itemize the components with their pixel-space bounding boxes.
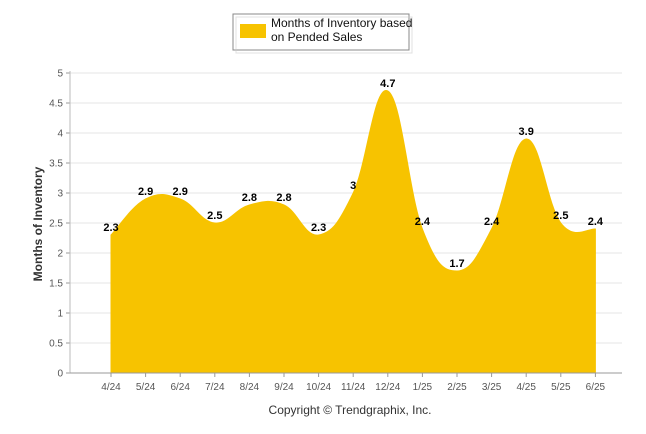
legend-label-line-1: Months of Inventory based — [271, 16, 412, 30]
data-label: 2.9 — [173, 186, 188, 198]
y-tick-label: 1.5 — [49, 279, 63, 290]
data-label: 3 — [350, 180, 356, 192]
y-tick-label: 3.5 — [49, 159, 63, 170]
x-tick-label: 5/24 — [136, 382, 156, 393]
data-label: 2.5 — [553, 210, 568, 222]
y-axis-title: Months of Inventory — [31, 166, 45, 281]
y-tick-label: 2 — [57, 249, 63, 260]
x-tick-label: 10/24 — [306, 382, 331, 393]
y-tick-label: 4.5 — [49, 99, 63, 110]
data-label: 2.4 — [484, 216, 500, 228]
x-axis-ticks: 4/24 5/24 6/24 7/24 8/24 9/24 10/24 11/24 12/24 1… — [101, 373, 606, 393]
x-tick-label: 7/24 — [205, 382, 225, 393]
y-tick-label: 2.5 — [49, 219, 63, 230]
legend: Months of Inventory based on Pended Sale… — [232, 13, 413, 54]
axes — [69, 71, 622, 374]
y-axis-ticks: 0 0.5 1 1.5 2 2.5 3 3.5 4 4.5 5 — [49, 69, 70, 380]
area-series — [110, 90, 596, 374]
x-tick-label: 12/24 — [375, 382, 400, 393]
legend-swatch — [240, 24, 266, 38]
x-tick-label: 6/25 — [586, 382, 606, 393]
data-label: 2.9 — [138, 186, 153, 198]
data-label: 2.5 — [207, 210, 222, 222]
data-label: 2.4 — [588, 216, 604, 228]
data-label: 2.8 — [276, 192, 291, 204]
data-label: 3.9 — [519, 126, 534, 138]
y-tick-label: 5 — [57, 69, 63, 80]
data-label: 4.7 — [380, 78, 395, 90]
x-tick-label: 6/24 — [170, 382, 190, 393]
y-tick-label: 0 — [57, 369, 63, 380]
x-tick-label: 4/25 — [516, 382, 536, 393]
y-tick-label: 0.5 — [49, 339, 63, 350]
data-label: 1.7 — [449, 258, 464, 270]
y-tick-label: 1 — [57, 309, 63, 320]
x-tick-label: 9/24 — [274, 382, 294, 393]
x-tick-label: 5/25 — [551, 382, 571, 393]
copyright-footer: Copyright © Trendgraphix, Inc. — [269, 403, 432, 417]
legend-label-line-2: on Pended Sales — [271, 30, 362, 44]
legend-shadow — [235, 16, 413, 54]
data-label: 2.3 — [103, 222, 118, 234]
y-tick-label: 4 — [57, 129, 63, 140]
data-labels: 2.3 2.9 2.9 2.5 2.8 2.8 2.3 3 4.7 2.4 1.7 2.4 3.9 2.5… — [103, 78, 604, 270]
x-tick-label: 11/24 — [341, 382, 366, 393]
x-tick-label: 4/24 — [101, 382, 121, 393]
data-label: 2.4 — [415, 216, 431, 228]
data-label: 2.3 — [311, 222, 326, 234]
data-label: 2.8 — [242, 192, 257, 204]
x-tick-label: 2/25 — [447, 382, 467, 393]
x-tick-label: 3/25 — [482, 382, 502, 393]
x-tick-label: 8/24 — [240, 382, 260, 393]
y-tick-label: 3 — [57, 189, 63, 200]
x-tick-label: 1/25 — [413, 382, 433, 393]
